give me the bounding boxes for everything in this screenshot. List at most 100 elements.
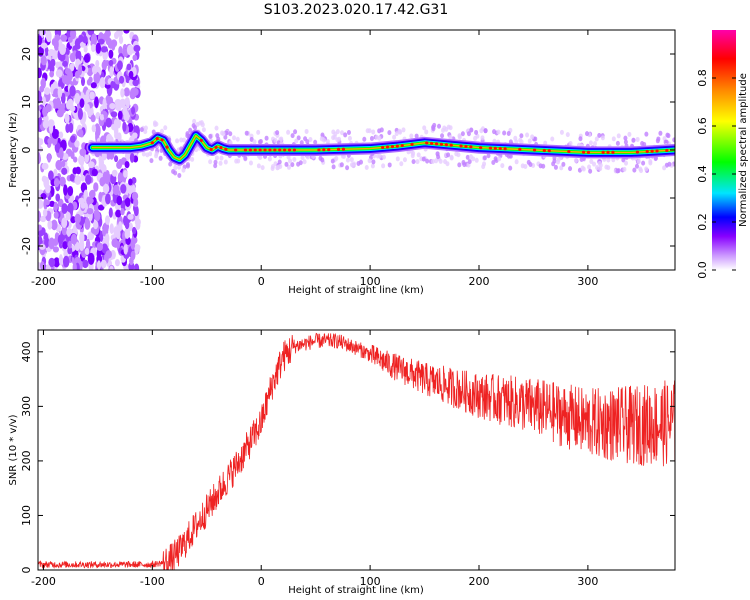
ridge-peak bbox=[503, 147, 507, 151]
noise-speck bbox=[58, 131, 64, 139]
spectrogram-x-label: Height of straight line (km) bbox=[288, 285, 424, 296]
noise-speck bbox=[101, 60, 108, 71]
ridge-peak bbox=[479, 146, 483, 150]
spectral-speck bbox=[479, 128, 484, 134]
noise-speck bbox=[70, 216, 76, 224]
spectral-speck bbox=[468, 154, 473, 160]
spectral-speck bbox=[486, 153, 491, 159]
spectral-speck bbox=[330, 158, 335, 164]
noise-speck bbox=[56, 109, 64, 118]
spectral-speck bbox=[414, 133, 419, 139]
noise-speck bbox=[57, 234, 64, 245]
noise-speck bbox=[69, 52, 76, 63]
spectral-speck bbox=[221, 131, 226, 137]
noise-speck bbox=[111, 169, 118, 177]
noise-speck bbox=[91, 65, 98, 75]
noise-speck bbox=[123, 170, 128, 178]
noise-speck bbox=[131, 191, 139, 201]
noise-speck bbox=[74, 175, 82, 186]
noise-speck bbox=[125, 197, 131, 208]
noise-speck bbox=[94, 96, 99, 109]
spectral-speck bbox=[448, 125, 453, 131]
noise-speck bbox=[105, 176, 110, 186]
noise-speck bbox=[112, 184, 120, 196]
spectral-speck bbox=[606, 165, 611, 171]
noise-speck bbox=[96, 124, 101, 137]
noise-speck bbox=[82, 35, 88, 44]
noise-speck bbox=[72, 262, 77, 270]
noise-speck bbox=[104, 233, 110, 244]
noise-speck bbox=[99, 114, 105, 121]
noise-speck bbox=[90, 43, 96, 53]
spectral-speck bbox=[449, 154, 454, 160]
noise-speck bbox=[131, 226, 137, 235]
spectral-speck bbox=[421, 156, 426, 162]
spectral-speck bbox=[364, 164, 369, 170]
spectral-speck bbox=[249, 136, 254, 142]
spectral-speck bbox=[616, 133, 621, 139]
spectral-speck bbox=[425, 158, 430, 164]
spectral-speck bbox=[492, 129, 497, 135]
noise-speck bbox=[61, 167, 68, 176]
spectral-speck bbox=[445, 161, 450, 167]
noise-speck bbox=[134, 263, 140, 270]
noise-speck bbox=[55, 159, 63, 171]
spectral-speck bbox=[270, 166, 275, 172]
snr-panel: -200 -100 0 100 200 300 0 100 200 300 400 Height … bbox=[8, 329, 676, 596]
x-tick-label: 200 bbox=[469, 575, 490, 588]
spectral-speck bbox=[377, 135, 382, 141]
noise-speck bbox=[102, 183, 110, 194]
noise-speck bbox=[79, 98, 85, 108]
noise-speck bbox=[109, 223, 114, 235]
ridge-peak bbox=[606, 150, 610, 154]
ridge-peak bbox=[532, 148, 537, 152]
spectral-speck bbox=[200, 122, 205, 128]
noise-speck bbox=[114, 259, 120, 267]
spectral-speck bbox=[218, 160, 223, 166]
ridge-peak bbox=[425, 141, 429, 145]
noise-speck bbox=[90, 33, 98, 46]
noise-speck bbox=[87, 30, 95, 36]
noise-speck bbox=[62, 241, 68, 250]
spectral-speck bbox=[514, 159, 519, 165]
spectral-speck bbox=[422, 125, 427, 131]
spectral-speck bbox=[387, 162, 392, 168]
noise-speck bbox=[114, 98, 122, 106]
noise-speck bbox=[115, 229, 121, 240]
noise-speck bbox=[118, 35, 124, 45]
spectral-speck bbox=[635, 136, 640, 142]
spectral-speck bbox=[606, 157, 611, 163]
noise-speck bbox=[124, 160, 130, 169]
noise-speck bbox=[67, 246, 73, 255]
noise-speck bbox=[100, 259, 107, 269]
spectral-speck bbox=[594, 136, 599, 142]
noise-speck bbox=[60, 102, 66, 111]
y-tick-label: -20 bbox=[20, 237, 33, 255]
noise-speck bbox=[68, 122, 74, 134]
spectral-speck bbox=[235, 136, 240, 142]
spectral-speck bbox=[595, 165, 600, 171]
noise-speck bbox=[67, 70, 74, 81]
spectral-speck bbox=[461, 160, 466, 166]
noise-speck bbox=[65, 211, 71, 221]
spectral-speck bbox=[527, 138, 532, 144]
noise-speck bbox=[130, 239, 136, 250]
spectral-speck bbox=[371, 129, 376, 135]
spectral-speck bbox=[208, 133, 213, 139]
noise-speck bbox=[38, 152, 41, 164]
noise-speck bbox=[105, 193, 111, 205]
noise-speck bbox=[105, 117, 113, 128]
spectral-speck bbox=[224, 130, 229, 136]
spectral-speck bbox=[192, 118, 197, 124]
noise-speck bbox=[99, 76, 106, 89]
x-tick-label: -100 bbox=[140, 575, 165, 588]
noise-speck bbox=[55, 97, 61, 109]
noise-speck bbox=[47, 119, 55, 128]
ridge-peak bbox=[581, 150, 586, 154]
noise-speck bbox=[122, 121, 127, 132]
noise-speck bbox=[116, 60, 123, 71]
noise-speck bbox=[111, 238, 118, 248]
spectral-speck bbox=[296, 161, 301, 167]
noise-speck bbox=[99, 177, 106, 187]
